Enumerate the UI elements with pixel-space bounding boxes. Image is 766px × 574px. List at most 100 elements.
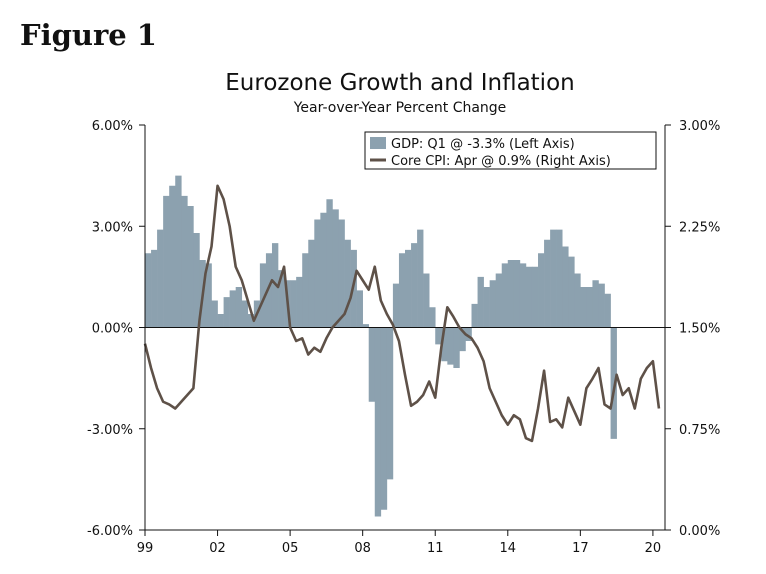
x-tick-label: 11 — [427, 541, 444, 556]
gdp-bar — [411, 243, 418, 328]
gdp-bar — [501, 263, 509, 328]
gdp-bar — [211, 300, 218, 328]
gdp-bar — [344, 239, 351, 328]
x-tick-label: 17 — [572, 541, 589, 556]
gdp-bar — [519, 263, 527, 328]
gdp-bar — [290, 280, 297, 328]
gdp-bar — [169, 185, 176, 328]
gdp-bar — [320, 212, 327, 328]
legend-gdp-label: GDP: Q1 @ -3.3% (Left Axis) — [391, 137, 575, 152]
gdp-bar — [356, 290, 363, 328]
gdp-bar — [610, 327, 617, 439]
x-tick-label: 14 — [500, 541, 517, 556]
left-tick-label: 6.00% — [92, 119, 133, 134]
right-tick-label: 0.75% — [679, 423, 720, 438]
gdp-bar — [562, 246, 569, 328]
gdp-bar — [489, 280, 496, 328]
gdp-bar — [435, 327, 442, 345]
gdp-bar — [423, 273, 430, 328]
gdp-bar — [574, 273, 581, 328]
gdp-bar — [531, 266, 539, 328]
gdp-bar — [259, 263, 267, 328]
gdp-bar — [175, 175, 182, 328]
gdp-bar — [525, 266, 533, 328]
right-tick-label: 2.25% — [679, 220, 720, 235]
gdp-bar — [392, 283, 400, 328]
gdp-bar — [278, 270, 285, 328]
x-tick-label: 20 — [645, 541, 662, 556]
gdp-bar — [538, 253, 545, 328]
gdp-bar — [398, 253, 406, 328]
gdp-bar — [235, 287, 243, 328]
gdp-bar — [417, 229, 424, 328]
gdp-bars — [145, 175, 617, 517]
gdp-bar — [362, 324, 370, 328]
x-tick-label: 02 — [209, 541, 226, 556]
figure-label: Figure 1 — [20, 18, 157, 52]
gdp-bar — [241, 300, 249, 328]
gdp-bar — [513, 260, 521, 328]
gdp-bar — [181, 195, 188, 328]
left-tick-label: -3.00% — [87, 423, 133, 438]
left-tick-label: -6.00% — [87, 524, 133, 539]
gdp-bar — [265, 253, 273, 328]
gdp-bar — [163, 195, 170, 328]
right-tick-label: 3.00% — [679, 119, 720, 134]
right-tick-label: 1.50% — [679, 322, 720, 337]
gdp-bar — [308, 239, 315, 328]
left-axis: 6.00% 3.00% 0.00% -3.00% -6.00% — [87, 119, 145, 539]
x-tick-label: 08 — [354, 541, 371, 556]
x-tick-label: 05 — [282, 541, 299, 556]
right-axis: 3.00% 2.25% 1.50% 0.75% 0.00% — [665, 119, 720, 539]
gdp-bar — [604, 293, 611, 328]
gdp-bar — [374, 327, 382, 517]
gdp-bar — [483, 287, 490, 328]
gdp-bar — [314, 219, 321, 328]
gdp-bar — [193, 233, 200, 328]
gdp-bar — [429, 307, 436, 328]
gdp-bar — [247, 314, 255, 328]
gdp-bar — [157, 229, 164, 328]
chart-title: Eurozone Growth and Inflation — [225, 70, 575, 96]
x-tick-label: 99 — [137, 541, 154, 556]
gdp-bar — [556, 229, 563, 328]
gdp-bar — [302, 253, 309, 328]
gdp-bar — [586, 287, 593, 328]
gdp-bar — [459, 327, 466, 352]
gdp-bar — [187, 206, 194, 328]
right-tick-label: 0.00% — [679, 524, 720, 539]
legend-cpi-label: Core CPI: Apr @ 0.9% (Right Axis) — [391, 154, 611, 169]
legend-gdp-swatch — [370, 137, 386, 149]
left-tick-label: 0.00% — [92, 322, 133, 337]
gdp-bar — [598, 283, 605, 328]
gdp-bar — [386, 327, 394, 480]
legend-box — [364, 131, 657, 170]
gdp-bar — [471, 303, 478, 328]
gdp-bar — [495, 273, 503, 328]
gdp-bar — [544, 239, 551, 328]
gdp-bar — [151, 249, 158, 328]
gdp-bar — [205, 263, 212, 328]
chart-subtitle: Year-over-Year Percent Change — [293, 100, 507, 116]
gdp-bar — [368, 327, 376, 402]
gdp-bar — [447, 327, 454, 365]
gdp-bar — [453, 327, 460, 368]
gdp-bar — [223, 297, 230, 328]
gdp-bar — [145, 253, 152, 328]
gdp-bar — [338, 219, 345, 328]
x-axis: 99 02 05 08 11 14 17 20 — [137, 530, 661, 556]
gdp-bar — [380, 327, 388, 510]
gdp-bar — [441, 327, 448, 362]
core-cpi-line — [143, 184, 661, 443]
gdp-bar — [465, 327, 472, 341]
legend: GDP: Q1 @ -3.3% (Left Axis) Core CPI: Ap… — [364, 131, 657, 170]
gdp-bar — [592, 280, 599, 328]
gdp-bar — [405, 249, 412, 328]
gdp-bar — [217, 314, 224, 328]
gdp-bar — [568, 256, 575, 328]
gdp-bar — [477, 276, 484, 328]
gdp-bar — [296, 276, 303, 328]
gdp-bar — [507, 260, 515, 328]
gdp-bar — [580, 287, 587, 328]
gdp-bar — [229, 290, 236, 328]
